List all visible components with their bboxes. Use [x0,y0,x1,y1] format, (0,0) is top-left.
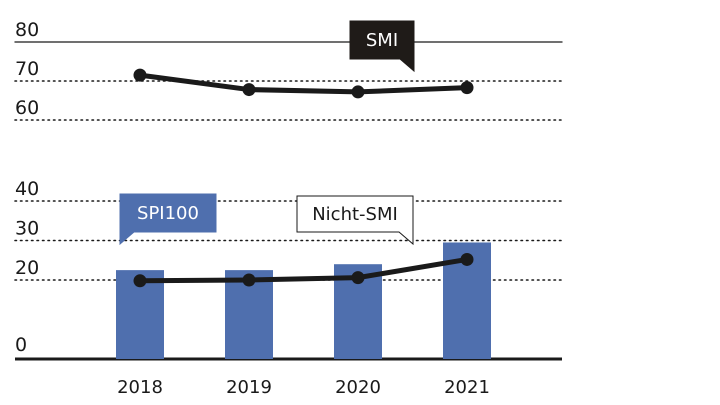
y-tick-label-bottom-0: 0 [15,334,27,356]
callout-smi-box [349,20,415,73]
point-smi-2019 [242,83,256,97]
y-tick-label-top-60: 60 [15,97,39,119]
point-smi-2020 [351,85,365,99]
point-smi-2021 [460,81,474,95]
y-tick-label-bottom-40: 40 [15,178,39,200]
callout-nicht-smi-text: Nicht-SMI [312,204,398,225]
x-tick-label-2018: 2018 [117,377,163,398]
callout-nicht-smi-box [296,195,414,246]
callout-nicht-smi: Nicht-SMI [296,195,414,246]
point-smi-2018 [133,68,147,82]
callout-layer: SMI SPI100 Nicht-SMI [119,20,415,246]
point-nicht-smi-2018 [133,274,147,288]
callout-spi100-text: SPI100 [137,203,199,224]
bar-layer [116,242,491,359]
y-tick-label-top-70: 70 [15,58,39,80]
callout-spi100: SPI100 [119,193,217,246]
y-tick-label-top-80: 80 [15,19,39,41]
line-smi [137,72,470,95]
point-nicht-smi-2020 [351,271,365,285]
callout-spi100-box [119,193,217,246]
line-nicht-smi [137,256,470,284]
point-nicht-smi-2021 [460,252,474,266]
x-tick-label-2019: 2019 [226,377,272,398]
y-tick-label-bottom-20: 20 [15,257,39,279]
y-tick-label-bottom-30: 30 [15,218,39,240]
callout-smi-text: SMI [366,30,398,51]
callout-smi: SMI [349,20,415,73]
label-layer: 80 70 60 40 30 20 0 2018 2019 2020 2021 [15,19,490,398]
x-tick-label-2021: 2021 [444,377,490,398]
point-nicht-smi-2019 [242,273,256,287]
x-tick-label-2020: 2020 [335,377,381,398]
line-layer [133,68,474,288]
